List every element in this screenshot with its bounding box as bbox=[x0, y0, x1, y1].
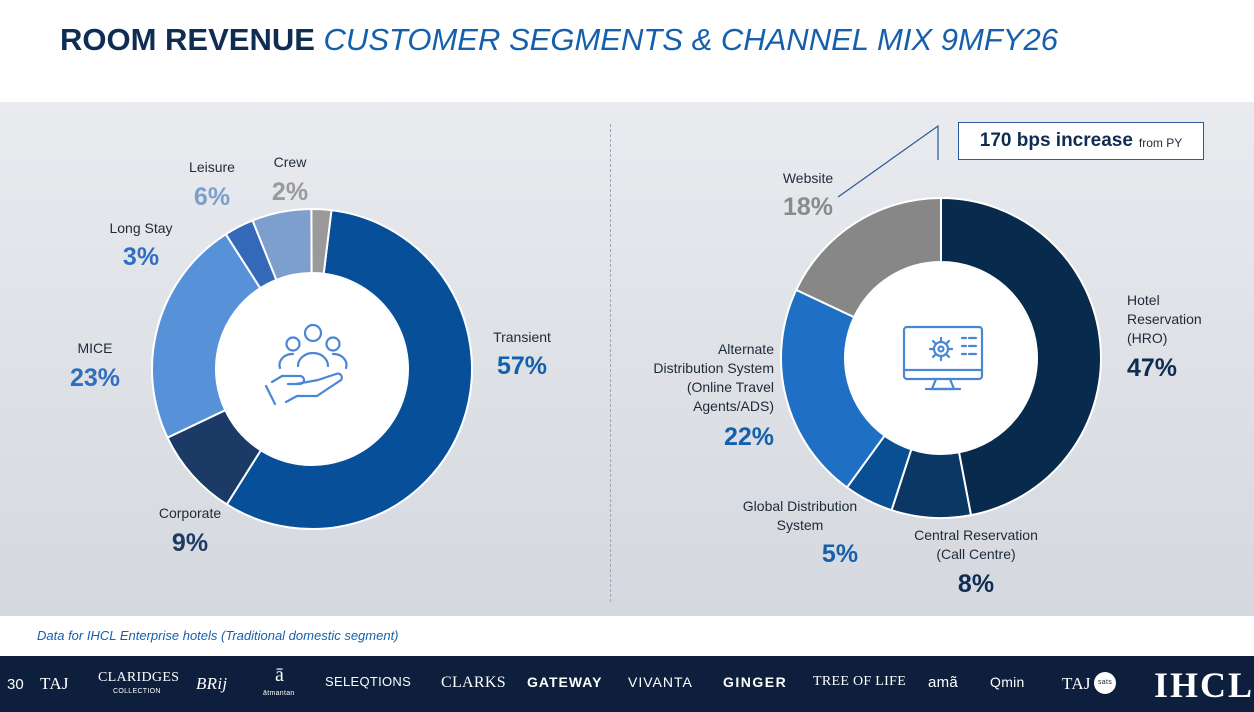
brand-clarks: CLARKS bbox=[441, 674, 506, 691]
value-hro: 47% bbox=[1127, 354, 1178, 382]
slice-website bbox=[794, 196, 942, 319]
label-corporate: Corporate bbox=[158, 505, 222, 521]
label-central-line-2: (Call Centre) bbox=[936, 546, 1016, 562]
label-hro-line-3: (HRO) bbox=[1127, 330, 1168, 346]
brand-seleqtions: SELEQTIONS bbox=[325, 674, 412, 689]
value-central-reservation: 8% bbox=[957, 570, 995, 598]
footer-bar: 30 TAJ CLARIDGES COLLECTION BRij ā ātman… bbox=[0, 656, 1254, 712]
label-central-reservation: Central Reservation (Call Centre) bbox=[896, 526, 1056, 564]
computer-settings-icon bbox=[902, 325, 984, 391]
brand-claridges: CLARIDGES bbox=[98, 670, 180, 685]
label-ads-line-2: Distribution System bbox=[653, 360, 774, 376]
donut-hole bbox=[217, 274, 407, 464]
label-ads-line-4: Agents/ADS) bbox=[693, 398, 774, 414]
slice-mice bbox=[151, 232, 262, 439]
label-gds-line-1: Global Distribution bbox=[742, 498, 858, 514]
brand-brij: BRij bbox=[196, 674, 228, 693]
segments-donut bbox=[151, 207, 473, 530]
value-crew: 2% bbox=[271, 178, 309, 206]
label-gds-line-2: System bbox=[776, 517, 824, 533]
label-gds: Global Distribution System bbox=[728, 497, 872, 535]
label-mice: MICE bbox=[77, 340, 113, 356]
ihcl-logo: IHCL bbox=[1154, 665, 1254, 705]
brand-claridges-collection: COLLECTION bbox=[113, 688, 161, 695]
value-gds: 5% bbox=[821, 540, 859, 568]
label-transient: Transient bbox=[493, 329, 551, 345]
label-ads: Alternate Distribution System (Online Tr… bbox=[628, 340, 774, 416]
brand-vivanta: VIVANTA bbox=[628, 674, 693, 690]
brand-gateway: GATEWAY bbox=[527, 674, 603, 690]
title-bold: ROOM REVENUE bbox=[60, 22, 315, 57]
value-corporate: 9% bbox=[171, 529, 209, 557]
value-website: 18% bbox=[782, 193, 834, 221]
value-leisure: 6% bbox=[193, 183, 231, 211]
value-transient: 57% bbox=[496, 352, 548, 380]
brand-taj-sats: TAJ bbox=[1062, 674, 1091, 693]
footnote: Data for IHCL Enterprise hotels (Traditi… bbox=[37, 628, 399, 643]
label-central-line-1: Central Reservation bbox=[914, 527, 1038, 543]
slice-transient bbox=[225, 209, 473, 530]
brand-taj: TAJ bbox=[40, 674, 69, 693]
label-leisure: Leisure bbox=[189, 159, 235, 175]
slice-crew bbox=[310, 208, 333, 275]
value-ads: 22% bbox=[723, 423, 774, 451]
brand-tree-of-life: TREE OF LIFE bbox=[813, 674, 907, 689]
page-number: 30 bbox=[7, 676, 24, 693]
panel-divider bbox=[610, 124, 611, 602]
callout-leader-line bbox=[837, 124, 939, 198]
label-ads-line-1: Alternate bbox=[717, 341, 774, 357]
label-website: Website bbox=[782, 170, 834, 186]
value-long-stay: 3% bbox=[122, 243, 160, 271]
brand-atmantan: ā bbox=[275, 664, 285, 686]
label-hro-line-1: Hotel bbox=[1127, 292, 1160, 308]
customer-care-icon bbox=[264, 323, 348, 406]
value-mice: 23% bbox=[69, 364, 121, 392]
bps-callout: 170 bps increase from PY bbox=[958, 122, 1204, 160]
label-crew: Crew bbox=[273, 154, 307, 170]
label-hro: Hotel Reservation (HRO) bbox=[1127, 291, 1202, 348]
slice-hotel-reservation-hro bbox=[940, 196, 1102, 517]
label-hro-line-2: Reservation bbox=[1127, 311, 1202, 327]
brand-ginger: GINGER bbox=[723, 674, 788, 690]
page-title: ROOM REVENUE CUSTOMER SEGMENTS & CHANNEL… bbox=[60, 22, 1058, 58]
brand-sats-badge: sats bbox=[1094, 672, 1116, 694]
label-long-stay: Long Stay bbox=[109, 220, 173, 236]
title-italic: CUSTOMER SEGMENTS & CHANNEL MIX 9MFY26 bbox=[323, 22, 1058, 57]
label-ads-line-3: (Online Travel bbox=[686, 379, 774, 395]
callout-bold: 170 bps increase bbox=[979, 130, 1133, 151]
brand-ama: amã bbox=[928, 674, 959, 691]
callout-small: from PY bbox=[1138, 135, 1183, 150]
brand-atmantan-sub: ātmantan bbox=[263, 690, 295, 697]
brand-qmin: Qmin bbox=[990, 674, 1025, 690]
